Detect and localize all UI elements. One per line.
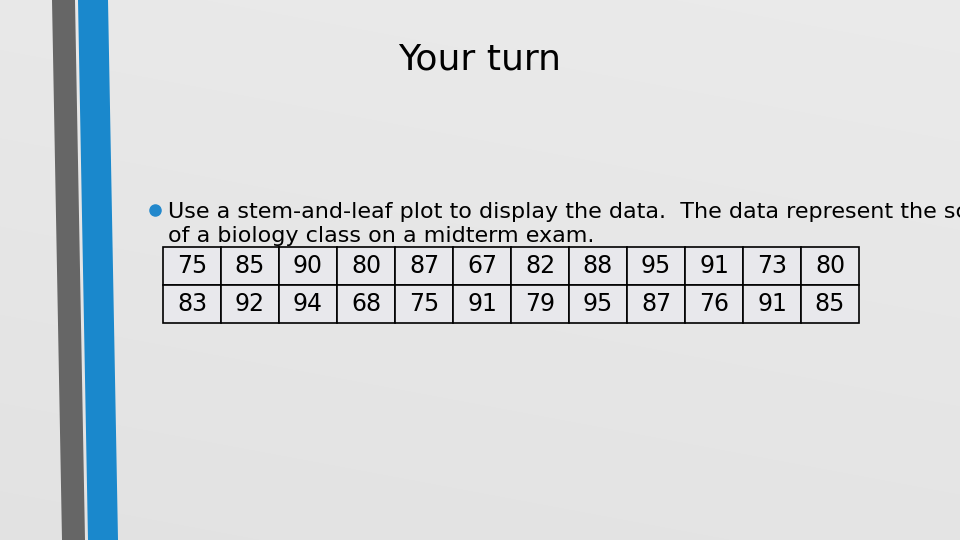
Text: 85: 85 [235,254,265,278]
Text: 82: 82 [525,254,555,278]
Bar [627,285,685,323]
Text: 92: 92 [235,292,265,316]
Bar [221,285,279,323]
Bar [685,247,743,285]
Bar [627,247,685,285]
Bar [279,247,337,285]
Text: 67: 67 [467,254,497,278]
Text: 75: 75 [177,254,207,278]
Bar [279,285,337,323]
Text: 79: 79 [525,292,555,316]
Text: Your turn: Your turn [398,42,562,76]
Text: 73: 73 [757,254,787,278]
Bar [511,285,569,323]
Text: 91: 91 [699,254,729,278]
Bar [511,247,569,285]
Text: 85: 85 [815,292,845,316]
Bar [801,247,859,285]
Text: 76: 76 [699,292,729,316]
Text: 80: 80 [815,254,845,278]
Text: 68: 68 [351,292,381,316]
Bar [453,247,511,285]
Polygon shape [52,0,85,540]
Text: 90: 90 [293,254,323,278]
Bar [395,247,453,285]
Text: 80: 80 [351,254,381,278]
Bar [743,285,801,323]
Bar [163,285,221,323]
Bar [337,285,395,323]
Text: Use a stem-and-leaf plot to display the data.  The data represent the scores: Use a stem-and-leaf plot to display the … [168,202,960,222]
Bar [685,285,743,323]
Polygon shape [78,0,118,540]
Bar [163,247,221,285]
Bar [221,247,279,285]
Bar [569,247,627,285]
Bar [801,285,859,323]
Text: 94: 94 [293,292,323,316]
Text: 95: 95 [641,254,671,278]
Text: 88: 88 [583,254,613,278]
Bar [337,247,395,285]
Text: 91: 91 [757,292,787,316]
Text: 91: 91 [468,292,497,316]
Text: 87: 87 [641,292,671,316]
Text: of a biology class on a midterm exam.: of a biology class on a midterm exam. [168,226,594,246]
Text: 95: 95 [583,292,613,316]
Text: 87: 87 [409,254,439,278]
Bar [743,247,801,285]
Bar [453,285,511,323]
Bar [569,285,627,323]
Text: 83: 83 [177,292,207,316]
Bar [395,285,453,323]
Text: 75: 75 [409,292,439,316]
